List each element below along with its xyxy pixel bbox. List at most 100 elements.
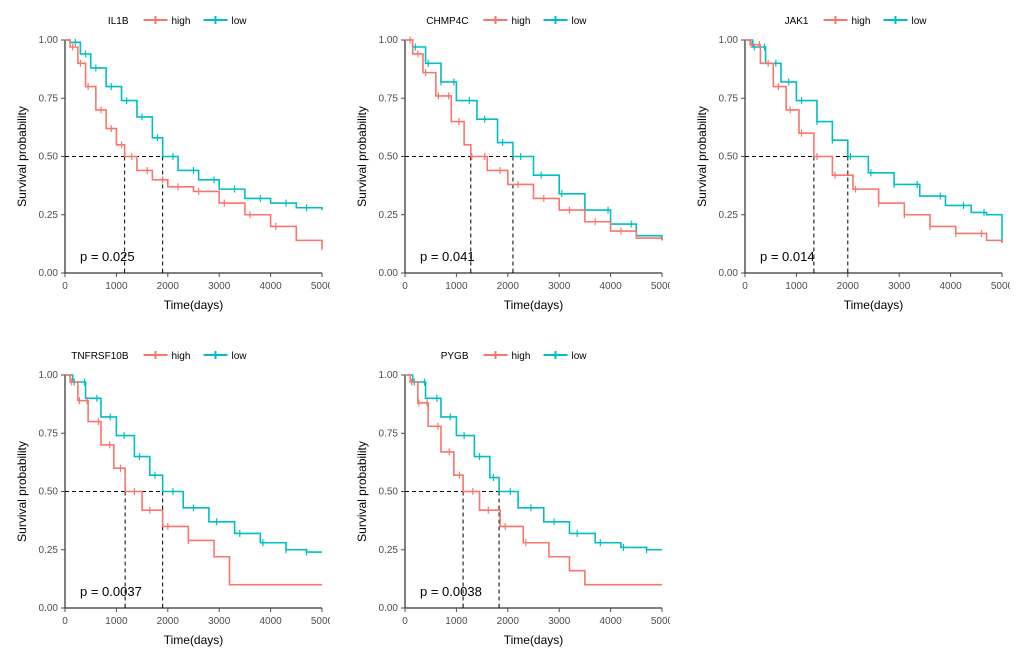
km-curve-high: [405, 40, 662, 240]
km-plot-grid: IL1B high low 0 1000 2000 3000 4000 5000 0.00 0.25…: [10, 10, 1010, 660]
y-tick-label: 0.25: [379, 210, 399, 221]
y-tick-label: 0.75: [39, 428, 59, 439]
x-tick-label: 5000: [311, 281, 330, 292]
x-tick-label: 5000: [311, 616, 330, 627]
legend-high-label: high: [852, 16, 871, 27]
km-panel-pygb: PYGB high low 0 1000 2000 3000 4000 5000 0.00 0.25…: [350, 345, 670, 660]
x-tick-label: 3000: [208, 616, 231, 627]
x-tick-label: 2000: [497, 616, 520, 627]
y-tick-label: 0.00: [719, 268, 739, 279]
x-tick-label: 1000: [105, 281, 128, 292]
y-tick-label: 0.50: [39, 487, 59, 498]
legend-high-label: high: [172, 16, 191, 27]
km-panel-tnfrsf10b: TNFRSF10B high low 0 1000 2000 3000 4000 5000 0.0…: [10, 345, 330, 660]
km-panel-jak1: JAK1highlow0100020003000400050000.000.25…: [690, 10, 1010, 325]
x-axis-label: Time(days): [844, 298, 904, 312]
km-curve-low: [405, 375, 662, 550]
panel-title: PYGB: [441, 351, 469, 362]
x-tick-label: 5000: [651, 281, 670, 292]
y-tick-label: 0.75: [379, 93, 399, 104]
legend-low-label: low: [912, 16, 928, 27]
y-tick-label: 0.75: [719, 93, 739, 104]
legend-low-label: low: [232, 351, 248, 362]
x-tick-label: 0: [742, 281, 748, 292]
p-value-text: p = 0.014: [760, 249, 815, 264]
x-tick-label: 5000: [991, 281, 1010, 292]
x-tick-label: 2000: [497, 281, 520, 292]
empty-panel: [690, 345, 1010, 660]
y-tick-label: 1.00: [379, 370, 399, 381]
legend-high-label: high: [512, 351, 531, 362]
panel-title: IL1B: [108, 16, 129, 27]
x-tick-label: 0: [402, 281, 408, 292]
y-tick-label: 0.50: [39, 152, 59, 163]
km-curve-low: [65, 40, 322, 210]
x-axis-label: Time(days): [164, 633, 224, 647]
legend-high-label: high: [172, 351, 191, 362]
y-tick-label: 0.00: [379, 603, 399, 614]
x-tick-label: 3000: [888, 281, 911, 292]
x-axis-label: Time(days): [504, 298, 564, 312]
legend-high-label: high: [512, 16, 531, 27]
y-tick-label: 0.75: [379, 428, 399, 439]
x-tick-label: 0: [402, 616, 408, 627]
y-tick-label: 0.25: [39, 210, 59, 221]
y-tick-label: 0.25: [39, 545, 59, 556]
km-curve-high: [405, 375, 662, 585]
y-axis-label: Survival probability: [15, 441, 29, 542]
y-tick-label: 1.00: [379, 35, 399, 46]
km-curve-low: [65, 375, 322, 552]
km-curve-high: [65, 40, 322, 250]
y-tick-label: 0.50: [379, 487, 399, 498]
km-panel-chmp4c: CHMP4C high low 0 1000 2000 3000 4000 5000 0.00 0.…: [350, 10, 670, 325]
x-tick-label: 0: [62, 616, 68, 627]
x-tick-label: 1000: [445, 281, 468, 292]
x-tick-label: 1000: [105, 616, 128, 627]
x-tick-label: 4000: [599, 616, 622, 627]
x-tick-label: 5000: [651, 616, 670, 627]
x-tick-label: 3000: [548, 616, 571, 627]
y-tick-label: 0.25: [379, 545, 399, 556]
y-axis-label: Survival probability: [355, 106, 369, 207]
y-tick-label: 1.00: [39, 35, 59, 46]
x-tick-label: 2000: [157, 281, 180, 292]
panel-title: TNFRSF10B: [71, 351, 129, 362]
km-curve-high: [745, 40, 1002, 243]
y-tick-label: 1.00: [719, 35, 739, 46]
y-axis-label: Survival probability: [15, 106, 29, 207]
legend-low-label: low: [572, 351, 588, 362]
y-tick-label: 0.50: [719, 152, 739, 163]
y-tick-label: 0.50: [379, 152, 399, 163]
km-curve-low: [745, 40, 1002, 243]
x-tick-label: 4000: [259, 281, 282, 292]
legend-low-label: low: [572, 16, 588, 27]
x-tick-label: 4000: [259, 616, 282, 627]
y-tick-label: 0.75: [39, 93, 59, 104]
y-axis-label: Survival probability: [355, 441, 369, 542]
x-tick-label: 1000: [445, 616, 468, 627]
y-tick-label: 0.00: [39, 268, 59, 279]
x-tick-label: 3000: [208, 281, 231, 292]
p-value-text: p = 0.0038: [420, 584, 482, 599]
x-tick-label: 2000: [157, 616, 180, 627]
x-tick-label: 3000: [548, 281, 571, 292]
y-tick-label: 1.00: [39, 370, 59, 381]
km-curve-high: [65, 375, 322, 585]
x-tick-label: 2000: [837, 281, 860, 292]
x-axis-label: Time(days): [164, 298, 224, 312]
km-curve-low: [405, 40, 662, 240]
y-axis-label: Survival probability: [695, 106, 709, 207]
y-tick-label: 0.00: [379, 268, 399, 279]
km-panel-il1b: IL1Bhighlow0100020003000400050000.000.25…: [10, 10, 330, 325]
p-value-text: p = 0.041: [420, 249, 475, 264]
y-tick-label: 0.25: [719, 210, 739, 221]
y-tick-label: 0.00: [39, 603, 59, 614]
p-value-text: p = 0.025: [80, 249, 135, 264]
x-tick-label: 4000: [599, 281, 622, 292]
panel-title: JAK1: [785, 16, 809, 27]
x-axis-label: Time(days): [504, 633, 564, 647]
x-tick-label: 0: [62, 281, 68, 292]
panel-title: CHMP4C: [426, 16, 468, 27]
x-tick-label: 4000: [939, 281, 962, 292]
p-value-text: p = 0.0037: [80, 584, 142, 599]
